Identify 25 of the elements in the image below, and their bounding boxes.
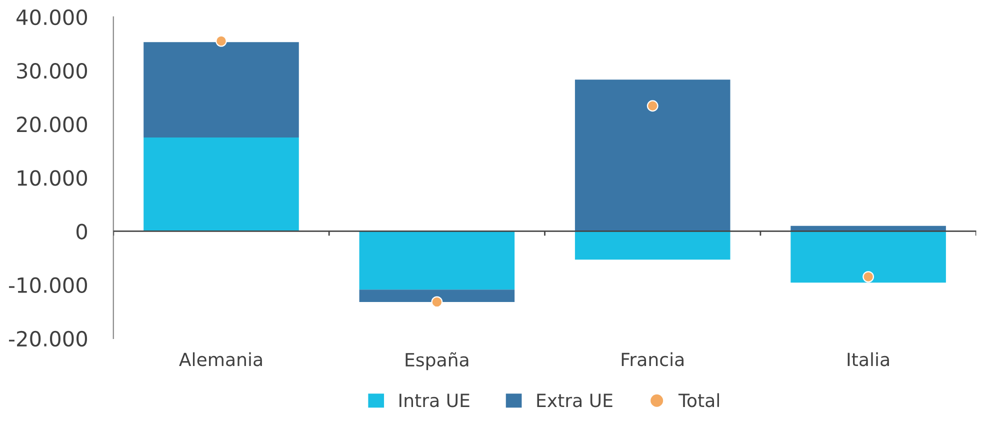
bar [359,231,515,290]
legend-label: Intra UE [400,394,470,408]
x-tick-label: Alemania [179,352,262,366]
legend-label: Extra UE [537,394,612,408]
x-tick-label: Francia [622,352,684,366]
point [646,100,658,112]
bar [359,290,515,302]
point [216,35,227,47]
bar [790,231,946,283]
y-tick-label: 10.000 [18,170,88,186]
y-tick-label: 40.000 [16,9,88,26]
legend-label: Total [678,393,719,408]
bar [574,231,730,260]
bar [144,42,299,138]
point [862,271,874,282]
y-tick-label: 30.000 [17,62,88,79]
y-tick-label: -20.000 [8,330,88,347]
y-tick-label: -10.000 [8,277,88,294]
bar [144,137,299,232]
x-tick-label: Italia [848,352,889,366]
y-tick-label: 20.000 [17,116,88,132]
x-tick-label: España [406,352,468,370]
bar [574,80,730,232]
y-tick-label: 0 [76,224,88,240]
point [431,296,443,308]
